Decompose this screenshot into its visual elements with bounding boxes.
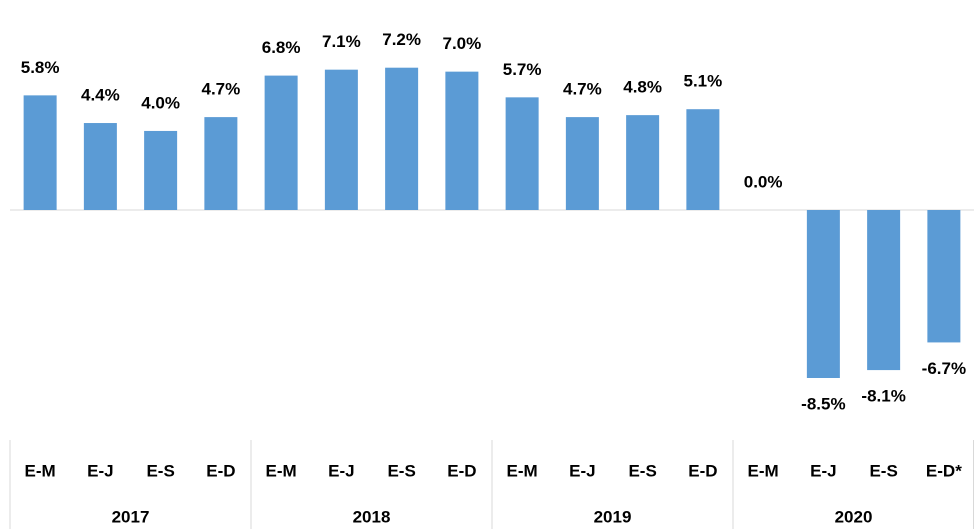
value-label: -8.5% [801, 394, 845, 413]
value-label: 4.0% [141, 93, 180, 112]
bar [385, 67, 419, 210]
x-tick-label: E-S [869, 461, 897, 480]
x-tick-label: E-J [328, 461, 354, 480]
bar [83, 123, 117, 210]
bar [505, 97, 539, 210]
value-label: 7.2% [382, 30, 421, 49]
bar [23, 95, 57, 210]
bar [264, 75, 298, 210]
group-label: 2017 [112, 507, 150, 526]
bar [144, 130, 178, 210]
x-tick-label: E-J [810, 461, 836, 480]
x-tick-label: E-D [688, 461, 717, 480]
x-tick-label: E-J [87, 461, 113, 480]
value-label: 0.0% [744, 172, 783, 191]
x-tick-label: E-S [146, 461, 174, 480]
group-label: 2019 [594, 507, 632, 526]
bar [204, 117, 238, 210]
x-tick-label: E-D [447, 461, 476, 480]
bar [324, 69, 358, 210]
x-tick-label: E-M [266, 461, 297, 480]
value-label: 7.0% [443, 34, 482, 53]
value-label: 4.4% [81, 86, 120, 105]
bar [445, 71, 479, 210]
value-label: 5.1% [684, 72, 723, 91]
x-tick-label: E-J [569, 461, 595, 480]
value-label: 4.7% [563, 80, 602, 99]
bar [626, 115, 660, 210]
x-tick-label: E-S [387, 461, 415, 480]
x-tick-label: E-D* [926, 461, 962, 480]
value-label: -6.7% [922, 359, 966, 378]
x-tick-label: E-D [206, 461, 235, 480]
bar [927, 210, 961, 343]
value-label: 5.8% [21, 58, 60, 77]
value-label: 4.7% [202, 80, 241, 99]
x-tick-label: E-S [628, 461, 656, 480]
bar [686, 109, 720, 210]
value-label: 7.1% [322, 32, 361, 51]
group-label: 2018 [353, 507, 391, 526]
bar [565, 117, 599, 210]
x-tick-label: E-M [748, 461, 779, 480]
group-label: 2020 [835, 507, 873, 526]
x-tick-label: E-M [507, 461, 538, 480]
bar [867, 210, 901, 371]
x-tick-label: E-M [25, 461, 56, 480]
value-label: 4.8% [623, 78, 662, 97]
bar [806, 210, 840, 378]
value-label: 6.8% [262, 38, 301, 57]
value-label: 5.7% [503, 60, 542, 79]
value-label: -8.1% [861, 387, 905, 406]
